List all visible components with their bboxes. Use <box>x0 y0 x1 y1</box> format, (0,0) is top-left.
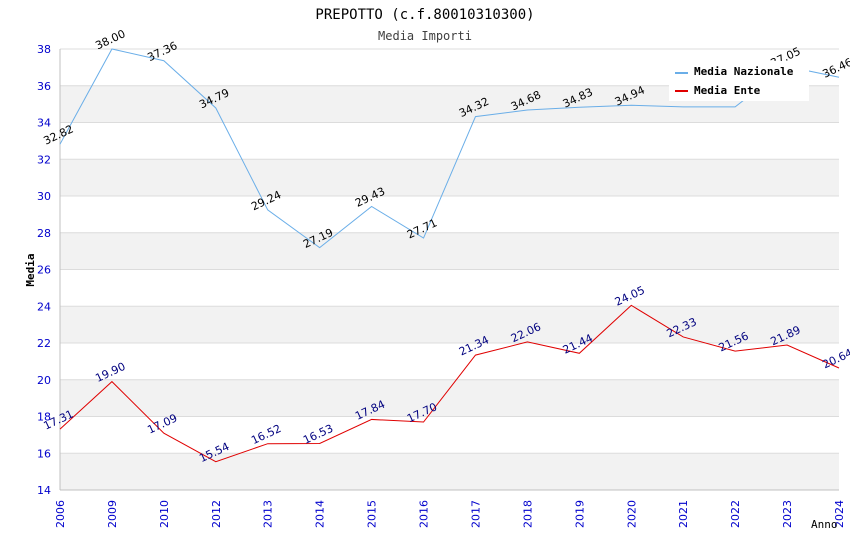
grid-band <box>60 269 839 307</box>
x-axis-label: Anno <box>811 518 838 531</box>
x-tick-label: 2018 <box>521 500 534 528</box>
y-tick-label: 16 <box>37 447 51 460</box>
series-line-media-ente <box>59 304 840 463</box>
y-tick-label: 20 <box>37 374 51 387</box>
x-tick-label: 2023 <box>781 500 794 528</box>
chart-title: PREPOTTO (c.f.80010310300) <box>315 7 534 23</box>
y-tick-label: 34 <box>37 117 51 130</box>
x-tick-label: 2015 <box>366 500 379 528</box>
y-tick-label: 22 <box>37 337 51 350</box>
y-axis-label: Media <box>24 253 37 286</box>
x-tick-label: 2024 <box>833 500 846 528</box>
x-tick-label: 2014 <box>314 500 327 528</box>
y-tick-label: 26 <box>37 264 51 277</box>
grid-band <box>60 232 839 270</box>
x-tick-label: 2009 <box>106 500 119 528</box>
y-tick-label: 24 <box>37 300 51 313</box>
y-tick-label: 30 <box>37 190 51 203</box>
x-tick-label: 2016 <box>418 500 431 528</box>
grid-band <box>60 343 839 380</box>
y-tick-label: 28 <box>37 227 51 240</box>
x-tick-label: 2006 <box>54 500 67 528</box>
x-tick-label: 2021 <box>677 500 690 528</box>
grid-band <box>60 196 839 233</box>
grid-band <box>60 379 839 417</box>
y-tick-label: 38 <box>37 43 51 56</box>
y-tick-label: 14 <box>37 484 51 497</box>
x-tick-label: 2012 <box>210 500 223 528</box>
y-tick-label: 18 <box>37 411 51 424</box>
chart-subtitle: Media Importi <box>378 29 472 43</box>
legend-label-media-ente: Media Ente <box>694 84 761 97</box>
y-tick-label: 36 <box>37 80 51 93</box>
x-tick-label: 2013 <box>262 500 275 528</box>
legend: Media Nazionale Media Ente <box>669 61 809 101</box>
x-tick-label: 2020 <box>625 500 638 528</box>
series-line-media-nazionale <box>59 48 840 249</box>
x-tick-label: 2022 <box>729 500 742 528</box>
grid-band <box>60 306 839 343</box>
legend-label-media-nazionale: Media Nazionale <box>694 65 794 78</box>
y-tick-label: 32 <box>37 153 51 166</box>
x-tick-label: 2019 <box>573 500 586 528</box>
grid-band <box>60 453 839 490</box>
grid-band <box>60 122 839 160</box>
x-tick-label: 2017 <box>469 500 482 528</box>
x-tick-label: 2010 <box>158 500 171 528</box>
